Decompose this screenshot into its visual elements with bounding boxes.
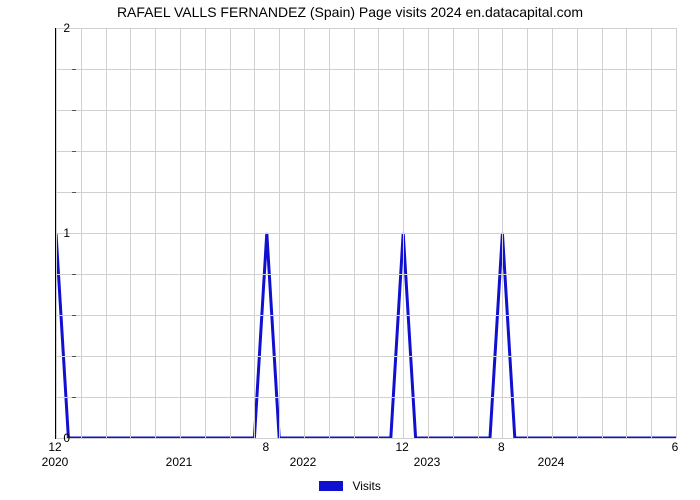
chart-container: RAFAEL VALLS FERNANDEZ (Spain) Page visi… — [0, 0, 700, 500]
x-year-labels: 20202021202220232024 — [55, 455, 675, 469]
x-value-label: 12 — [396, 440, 409, 454]
gridline-horizontal-minor — [56, 397, 676, 398]
gridline-horizontal — [56, 438, 676, 439]
gridline-horizontal-minor — [56, 356, 676, 357]
x-value-label: 6 — [672, 440, 679, 454]
gridline-horizontal-minor — [56, 274, 676, 275]
chart-title: RAFAEL VALLS FERNANDEZ (Spain) Page visi… — [0, 4, 700, 20]
x-year-label: 2021 — [166, 455, 193, 469]
gridline-horizontal-minor — [56, 151, 676, 152]
y-minor-tick — [72, 356, 76, 357]
y-minor-tick — [72, 274, 76, 275]
x-value-labels: 1281286 — [55, 440, 675, 454]
y-tick-label: 0 — [20, 431, 70, 445]
gridline-horizontal-minor — [56, 69, 676, 70]
gridline-horizontal-minor — [56, 315, 676, 316]
y-minor-tick — [72, 192, 76, 193]
gridline-horizontal-minor — [56, 110, 676, 111]
x-year-label: 2023 — [414, 455, 441, 469]
legend-label: Visits — [352, 479, 380, 493]
x-year-label: 2024 — [538, 455, 565, 469]
x-value-label: 8 — [262, 440, 269, 454]
y-minor-tick — [72, 151, 76, 152]
y-tick-label: 1 — [20, 226, 70, 240]
gridline-vertical — [676, 28, 677, 438]
legend: Visits — [0, 478, 700, 493]
gridline-horizontal — [56, 233, 676, 234]
y-tick-label: 2 — [20, 21, 70, 35]
gridline-horizontal-minor — [56, 192, 676, 193]
y-minor-tick — [72, 397, 76, 398]
y-minor-tick — [72, 110, 76, 111]
x-value-label: 8 — [498, 440, 505, 454]
legend-swatch — [319, 481, 343, 491]
gridline-horizontal — [56, 28, 676, 29]
x-year-label: 2020 — [42, 455, 69, 469]
y-minor-tick — [72, 315, 76, 316]
y-minor-tick — [72, 69, 76, 70]
plot-area — [55, 28, 676, 439]
x-year-label: 2022 — [290, 455, 317, 469]
